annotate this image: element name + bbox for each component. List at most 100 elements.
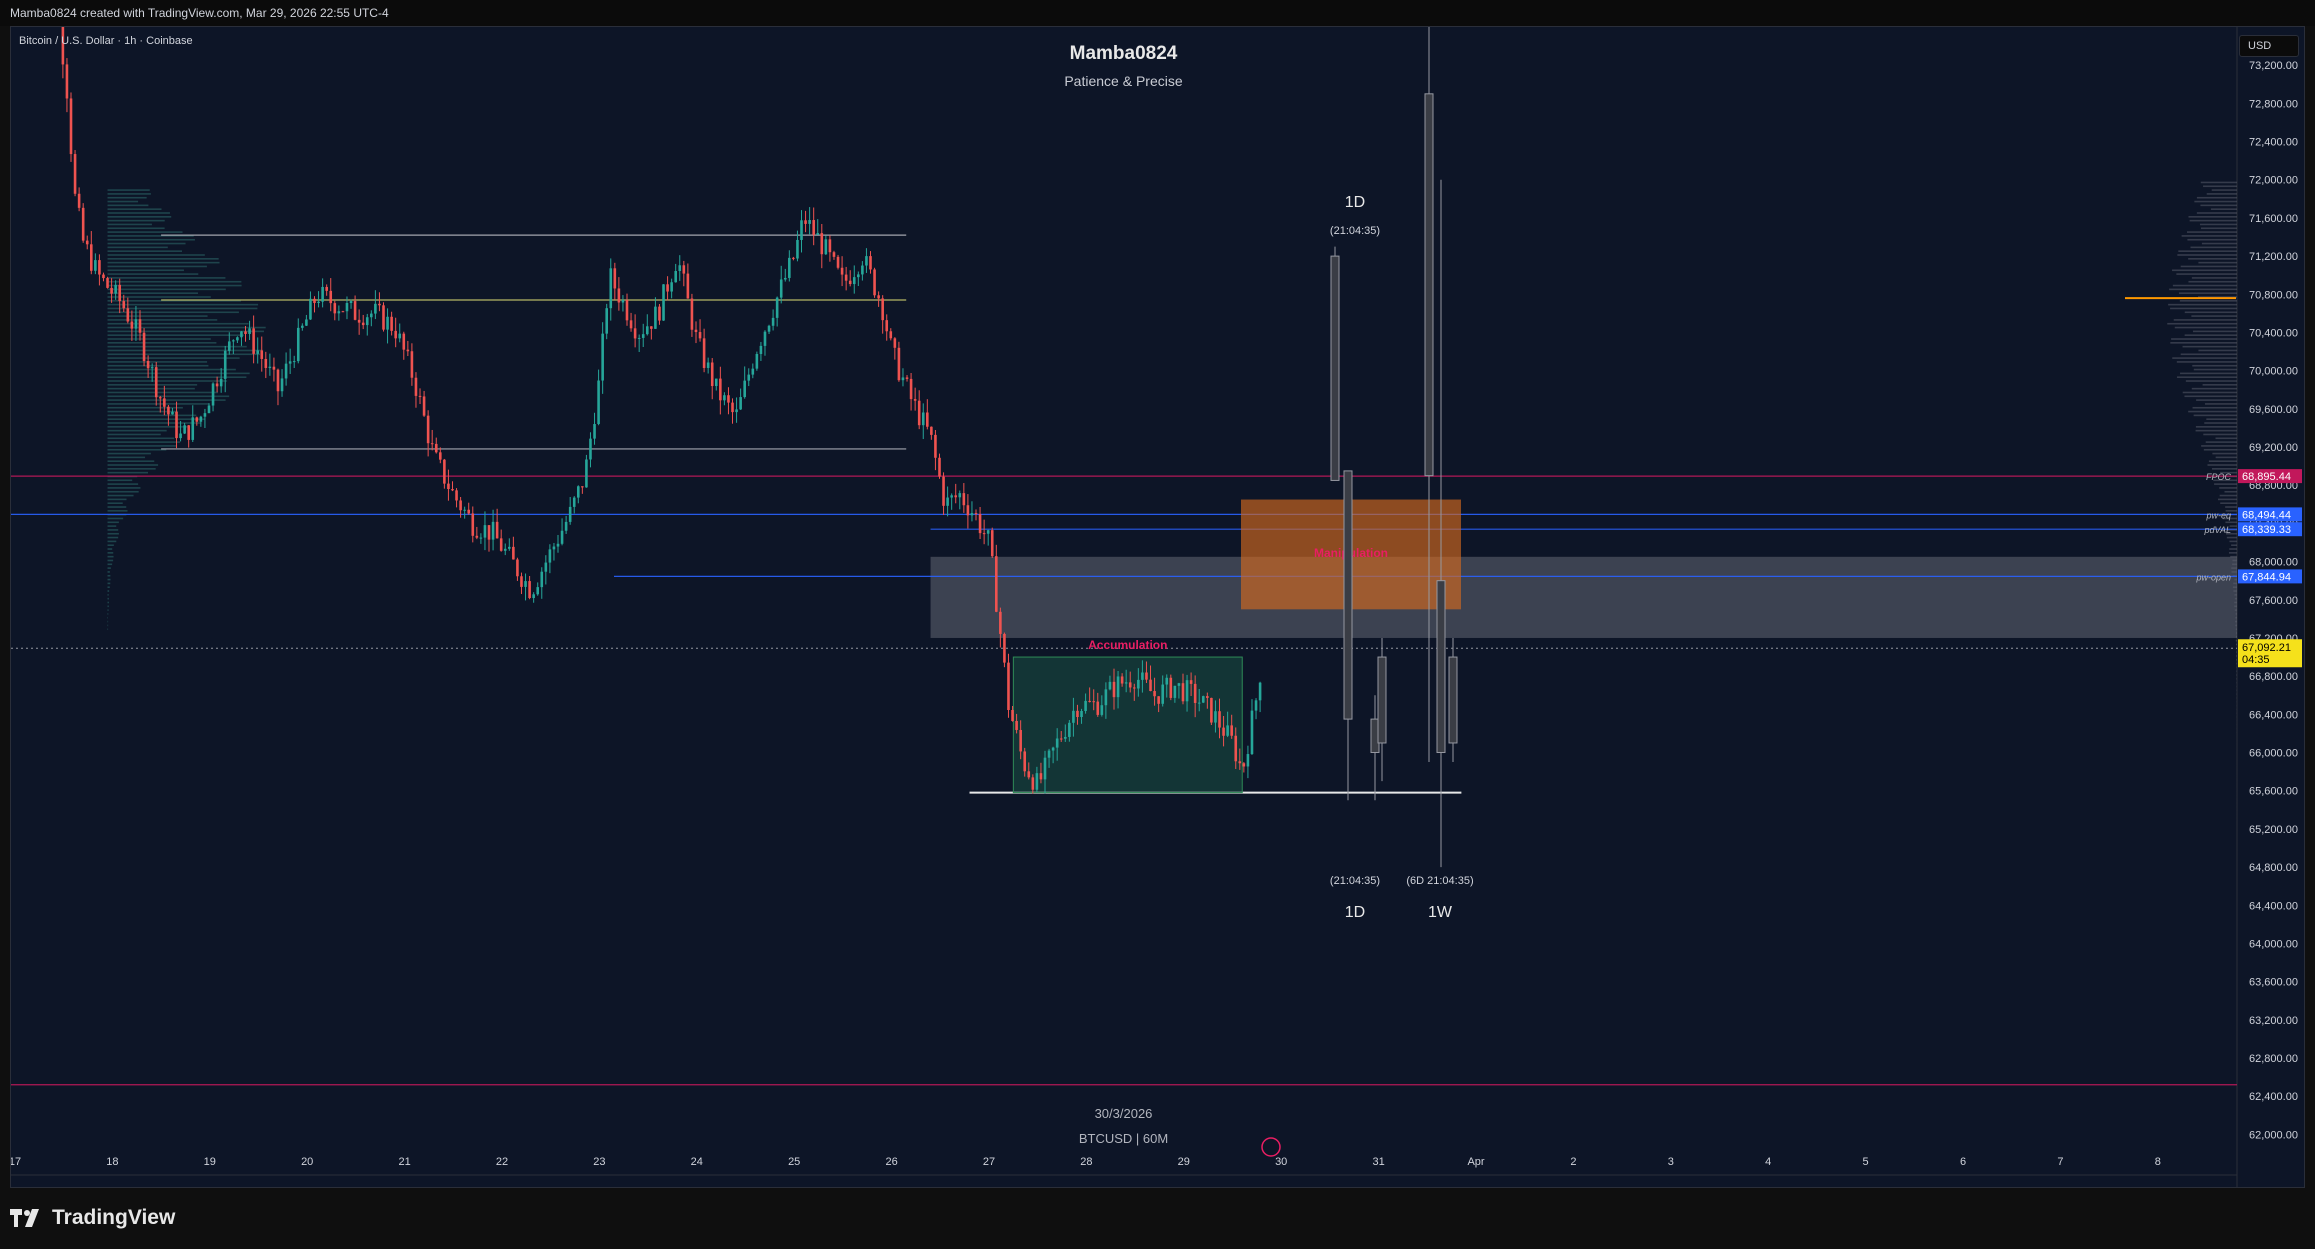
candle-body [966,505,970,516]
volume-bar [2234,605,2237,608]
y-tick-label: 66,400.00 [2249,709,2298,721]
candle-body [1149,679,1152,692]
volume-bar [2173,319,2237,321]
volume-bar [2186,231,2237,233]
candle-body [365,317,369,326]
volume-bar [107,330,264,333]
volume-bar [2231,544,2237,547]
volume-bar [2176,273,2237,275]
volume-bar [2225,506,2237,508]
volume-bar [107,506,127,508]
y-tick-label: 70,000.00 [2249,366,2298,378]
candle-body [702,338,706,368]
volume-bar [107,456,146,459]
volume-bar [107,300,241,302]
candle-body [986,530,990,534]
volume-bar [107,567,111,569]
volume-bar [2224,490,2237,493]
volume-bar [2232,574,2237,577]
candle-body [232,340,235,342]
candle-body [670,282,673,292]
volume-bar [107,364,209,367]
footer: TradingView [0,1188,2315,1249]
price-chart-svg[interactable]: AccumulationManipulation1D(21:04:35)(21:… [11,27,2304,1187]
candle-body [337,311,341,314]
volume-bar [2220,502,2237,505]
candle-body [430,443,434,445]
candle-body [694,329,698,333]
candle-body [1242,763,1246,767]
y-tick-label: 63,600.00 [2249,977,2298,989]
y-tick-label: 73,200.00 [2249,60,2298,72]
volume-bar [2235,636,2237,638]
volume-bar [2207,464,2237,466]
volume-bar [2188,216,2237,218]
candle-body [126,308,130,322]
candle-body [272,366,276,370]
candle-body [1137,679,1140,689]
watermark-symbol: BTCUSD | 60M [1078,1131,1169,1146]
candle-body [516,559,519,577]
candle-body [321,286,324,302]
volume-bar [2215,437,2237,440]
accumulation-label: Accumulation [1088,638,1167,652]
volume-bar [2171,338,2237,340]
candle-body [601,333,604,381]
candle-body [386,316,389,330]
volume-bar [2190,246,2237,249]
volume-bar [2174,326,2237,329]
candle-body [678,265,682,271]
candle-body [633,328,637,339]
candle-body [1161,684,1164,704]
volume-bar [107,563,113,566]
x-tick-label: 23 [593,1156,605,1168]
volume-bar [2214,483,2237,485]
volume-bar [2236,655,2237,657]
volume-bar [2191,387,2237,390]
candle-body [134,319,138,329]
volume-bar [107,242,186,245]
volume-bar [107,448,167,451]
volume-bar [2203,448,2237,451]
volume-bar [2203,185,2237,188]
candle-body [1246,754,1250,767]
candle-body [211,383,215,406]
candle-body [844,274,848,281]
candle-body [313,298,316,304]
volume-bar [107,189,150,191]
volume-bar [107,342,217,344]
candle-body [296,327,300,362]
volume-bar [107,326,266,329]
candle-body [467,509,471,514]
x-tick-label: 25 [788,1156,800,1168]
candle-body [796,239,799,259]
brand[interactable]: TradingView [10,1206,175,1230]
volume-bar [107,628,109,631]
volume-bar [2225,532,2237,535]
volume-bar [2206,193,2237,195]
volume-bar [2179,300,2237,302]
replay-icon [1261,1137,1281,1157]
x-tick-label: 30 [1275,1156,1287,1168]
candle-body [85,240,89,245]
candle-body [374,303,377,314]
candle-body [1027,771,1031,778]
candle-body [731,402,734,413]
candle-body [682,265,686,274]
candle-body [792,257,795,259]
y-tick-label: 71,200.00 [2249,251,2298,263]
volume-bar [2191,315,2237,317]
x-tick-label: 29 [1178,1156,1190,1168]
chart-pane[interactable]: AccumulationManipulation1D(21:04:35)(21:… [10,26,2305,1188]
y-tick-label: 65,200.00 [2249,824,2298,836]
volume-bar [107,227,165,230]
candle-body [767,325,771,332]
volume-bar [107,445,178,447]
current-price-value: 67,092.21 [2242,642,2291,654]
volume-bar [2219,494,2237,497]
candle-body [710,362,714,387]
candle-body [463,509,466,511]
volume-bar [2229,525,2237,527]
x-tick-label: Apr [1467,1156,1484,1168]
currency-button[interactable]: USD [2239,35,2299,57]
